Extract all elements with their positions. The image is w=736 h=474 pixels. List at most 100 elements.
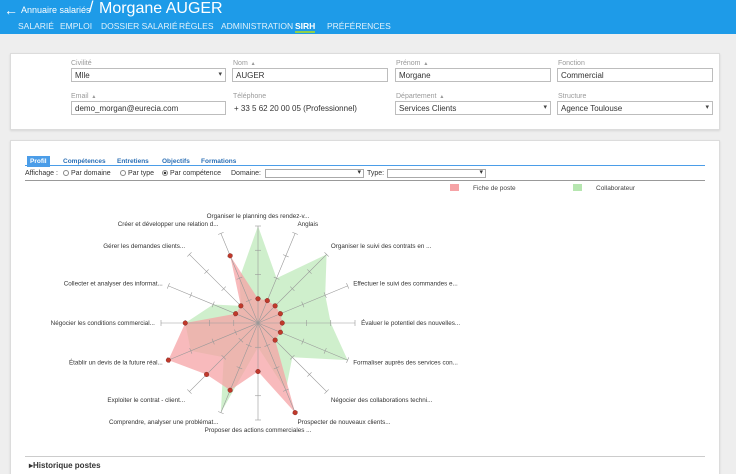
structure-select[interactable]: Agence Toulouse [557,101,713,115]
telephone-label: Téléphone [233,93,267,100]
departement-label: Département ▴ [396,93,444,100]
tick-14-2 [221,286,227,292]
subtab-underline [25,165,705,166]
tick-13-3 [189,292,193,299]
subtab-formations[interactable]: Formations [201,158,237,165]
tick-5-4 [346,357,350,364]
axis-label-4: Évaluer le potentiel des nouvelles... [361,318,460,327]
civilite-select[interactable]: Mlle [71,68,226,82]
tab-administration[interactable]: ADMINISTRATION [221,21,294,31]
point-fiche-4 [279,320,285,326]
subtab-objectifs[interactable]: Objectifs [162,158,190,165]
axis-label-11: Établir un devis de la future réal... [69,357,163,366]
tick-15-2 [236,276,243,280]
axis-label-5: Formaliser auprès des services con... [353,359,458,366]
type-label: Type: [367,170,385,177]
point-fiche-15 [227,253,233,259]
tick-15-1 [245,299,252,303]
tab-sirh[interactable]: SIRH [295,21,316,33]
tab-preferences[interactable]: PRÉFÉRENCES [327,21,391,31]
axis-label-10: Exploiter le contrat - client... [107,397,185,404]
display-label: Affichage : [25,170,58,177]
subtab-entretiens[interactable]: Entretiens [117,158,149,165]
main-tabs: SALARIÉ EMPLOI DOSSIER SALARIÉ RÈGLES AD… [0,20,736,34]
email-input[interactable]: demo_morgan@eurecia.com [71,101,226,115]
civilite-label: Civilité [71,60,92,67]
tab-emploi[interactable]: EMPLOI [60,21,93,31]
radio-par-type-icon[interactable] [120,170,126,177]
option-par-type[interactable]: Par type [120,170,154,177]
departement-select[interactable]: Services Clients [395,101,551,115]
tick-3-3 [323,292,327,299]
tick-14-3 [204,269,209,274]
top-bar: ← Annuaire salariés / Morgane AUGER SALA… [0,0,736,34]
tick-6-2 [289,354,295,360]
axis-label-6: Négocier des collaborations techni... [331,397,433,404]
point-fiche-8 [255,369,261,375]
prenom-input[interactable]: Morgane [395,68,551,82]
breadcrumb-separator: / [89,0,94,16]
axis-label-12: Négocier les conditions commercial... [51,320,156,327]
fonction-input[interactable]: Commercial [557,68,713,82]
breadcrumb[interactable]: Annuaire salariés [21,5,91,15]
axis-label-15: Créer et développer une relation d... [118,221,219,228]
tick-2-4 [324,252,329,257]
point-fiche-6 [272,337,278,343]
point-fiche-2 [272,303,278,309]
option-par-competence[interactable]: Par compétence [162,170,221,177]
tick-15-4 [217,231,224,235]
point-fiche-9 [227,387,233,393]
tick-6-3 [307,372,312,377]
axis-label-7: Prospecter de nouveaux clients... [297,419,390,426]
series-area-fiche [168,255,296,413]
axis-label-8: Proposer des actions commerciales ... [205,427,312,434]
option-par-domaine[interactable]: Par domaine [63,170,111,177]
radio-par-competence-icon[interactable] [162,170,168,177]
legend-swatch-collaborateur [573,184,582,191]
tick-13-2 [211,301,215,308]
axis-label-0: Organiser le planning des rendez-v... [207,213,310,220]
legend-fiche-de-poste: Fiche de poste [473,185,516,192]
email-label: Email ▴ [71,93,96,100]
tab-salarie[interactable]: SALARIÉ [18,21,54,31]
options-divider [25,180,705,181]
axis-label-1: Anglais [297,221,318,228]
tick-7-2 [273,366,280,370]
axis-label-14: Gérer les demandes clients... [103,243,185,250]
point-fiche-11 [165,357,171,363]
legend-collaborateur: Collaborateur [596,185,636,192]
fonction-label: Fonction [558,60,585,67]
point-fiche-3 [277,311,283,317]
subtab-competences[interactable]: Compétences [63,158,106,165]
radio-par-domaine-icon[interactable] [63,170,69,177]
historique-postes-header[interactable]: ▸Historique postes [29,461,101,470]
subtab-profil[interactable]: Profil [27,156,50,167]
tick-3-2 [301,301,305,308]
type-select[interactable] [387,168,486,178]
point-fiche-12 [182,320,188,326]
tick-9-1 [245,343,252,347]
tick-5-2 [301,338,305,345]
domain-select[interactable] [265,168,364,178]
tick-1-2 [273,276,280,280]
sirh-card [10,140,720,474]
tick-10-2 [221,354,227,360]
axis-label-2: Organiser le suivi des contrats en ... [331,243,432,250]
nom-input[interactable]: AUGER [232,68,388,82]
tick-7-1 [264,343,271,347]
telephone-value: + 33 5 62 20 00 05 (Professionnel) [234,104,357,113]
legend-swatch-fiche [450,184,459,191]
tick-5-3 [323,347,327,354]
tick-7-3 [282,388,289,392]
tick-9-2 [236,366,243,370]
identity-card [10,53,720,130]
history-divider [25,456,705,457]
tab-regles[interactable]: RÈGLES [179,21,214,31]
tab-dossier-salarie[interactable]: DOSSIER SALARIÉ [101,21,178,31]
prenom-label: Prénom ▴ [396,60,428,67]
tick-11-2 [211,338,215,345]
tick-1-4 [292,231,299,235]
tick-14-4 [187,252,192,257]
arrow-left-icon[interactable]: ← [4,2,18,18]
